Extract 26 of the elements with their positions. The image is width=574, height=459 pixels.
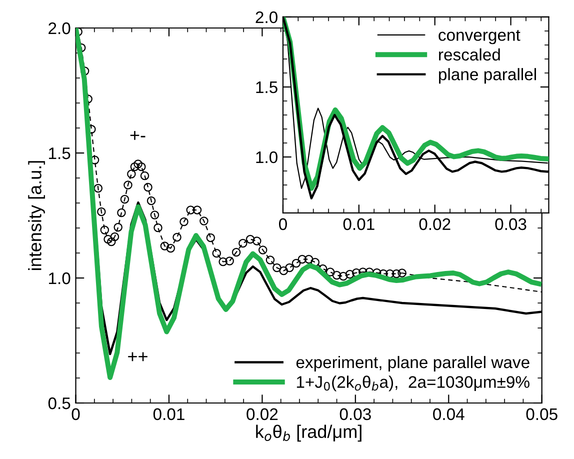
y-tick-label: 1.0: [256, 151, 278, 164]
x-tick-label: 0.01: [343, 218, 374, 230]
x-axis-title: k$_{o}$θ$_{b}$ [rad/μm]: [256, 424, 362, 442]
x-tick-label: 0.03: [495, 218, 526, 230]
x-tick-label: 0.02: [246, 408, 278, 420]
y-tick-label: 0.5: [48, 397, 70, 410]
legend-label: experiment, plane parallel wave: [296, 356, 530, 372]
x-tick-label: 0.05: [526, 408, 558, 420]
y-tick-label: 1.5: [256, 82, 278, 94]
annotation: +-: [130, 130, 146, 140]
x-tick-label: 0.04: [433, 408, 464, 420]
x-tick-label: 0.03: [340, 408, 371, 420]
legend-label: rescaled: [439, 48, 500, 61]
y-tick-label: 2.0: [48, 22, 70, 34]
legend-label: convergent: [438, 30, 520, 44]
x-tick-label: 0: [72, 408, 80, 420]
annotation: ++: [128, 352, 148, 362]
x-tick-label: 0: [279, 218, 287, 230]
y-tick-label: 1.0: [49, 272, 70, 284]
y-tick-label: 1.5: [49, 148, 70, 160]
y-axis-title: intensity [a.u.]: [28, 161, 45, 270]
y-tick-label: 2.0: [256, 11, 278, 24]
x-tick-label: 0.01: [153, 408, 184, 420]
x-tick-label: 0.02: [419, 218, 450, 230]
legend-label: plane parallel: [439, 68, 536, 84]
legend-label: 1+J$_{0}$(2k$_{o}$θ$_{b}$a), 2a=1030μm±9%: [296, 376, 530, 392]
